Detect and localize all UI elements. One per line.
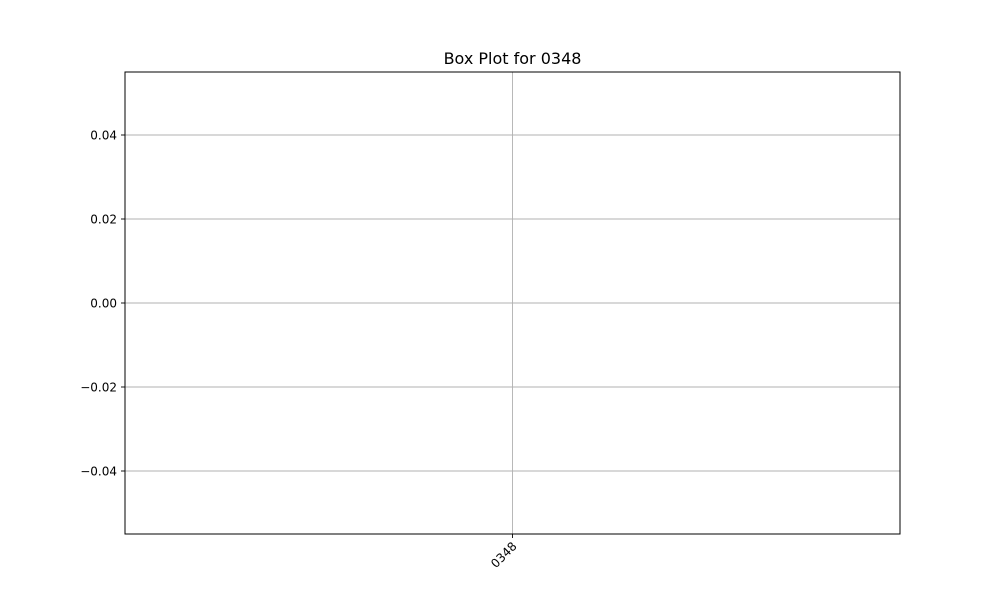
y-tick-label: 0.02	[90, 213, 117, 227]
chart-title: Box Plot for 0348	[444, 49, 582, 68]
y-tick-label: −0.04	[80, 465, 117, 479]
y-axis-ticks: 0.04 0.02 0.00 −0.02 −0.04	[80, 129, 125, 479]
y-tick-label: 0.00	[90, 297, 117, 311]
y-tick-label: −0.02	[80, 381, 117, 395]
y-tick-label: 0.04	[90, 129, 117, 143]
grid-layer	[125, 72, 900, 534]
